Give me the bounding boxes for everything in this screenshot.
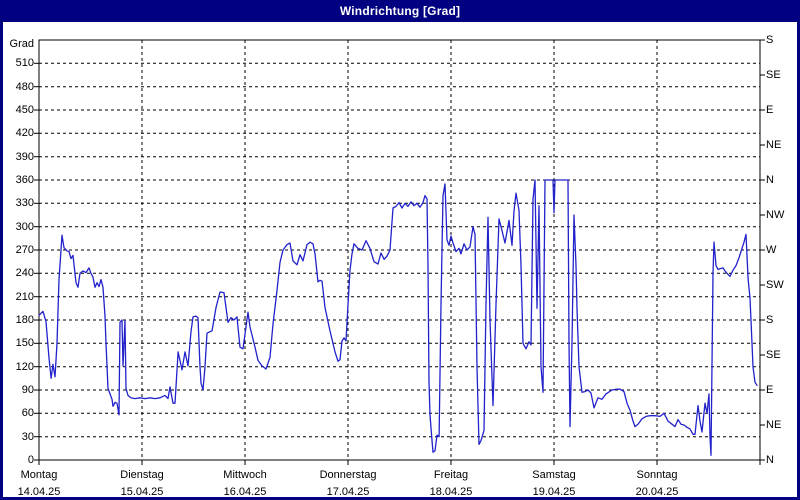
- wind-direction-line: [38, 179, 758, 456]
- window-titlebar: Windrichtung [Grad]: [0, 0, 800, 22]
- compass-tick-label: N: [766, 454, 774, 466]
- y-axis-tick-label: 150: [15, 337, 34, 350]
- compass-tick-label: NE: [766, 139, 782, 151]
- y-axis-tick-label: 90: [21, 384, 34, 396]
- day-date-label: 18.04.25: [429, 486, 473, 498]
- compass-tick-label: S: [766, 314, 774, 326]
- y-axis-tick-label: 360: [15, 174, 34, 186]
- y-axis-tick-label: 0: [27, 454, 34, 466]
- compass-tick-label: S: [766, 34, 774, 46]
- y-axis-tick-label: 240: [15, 267, 34, 280]
- day-name-label: Sonntag: [636, 469, 678, 481]
- day-date-label: 14.04.25: [17, 486, 61, 498]
- compass-tick-label: SW: [766, 279, 784, 291]
- day-name-label: Mittwoch: [223, 469, 267, 481]
- y-axis-unit-label: Grad: [9, 38, 34, 50]
- compass-tick-label: N: [766, 174, 774, 186]
- compass-tick-label: W: [766, 244, 777, 256]
- day-name-label: Montag: [20, 469, 58, 481]
- y-axis-tick-label: 270: [15, 244, 34, 256]
- y-axis-tick-label: 420: [15, 127, 34, 140]
- y-axis-tick-label: 450: [15, 104, 34, 116]
- day-name-label: Donnerstag: [319, 469, 377, 481]
- y-axis-tick-label: 60: [21, 407, 34, 420]
- day-date-label: 17.04.25: [326, 486, 370, 498]
- day-name-label: Dienstag: [120, 469, 164, 481]
- day-name-label: Freitag: [433, 469, 469, 481]
- day-date-label: 15.04.25: [120, 486, 164, 498]
- window-title: Windrichtung [Grad]: [339, 4, 461, 18]
- y-axis-tick-label: 330: [15, 197, 34, 210]
- y-axis-tick-label: 510: [15, 57, 34, 70]
- y-axis-tick-label: 300: [15, 220, 34, 233]
- y-axis-tick-label: 30: [21, 430, 34, 443]
- compass-tick-label: E: [766, 104, 774, 116]
- day-date-label: 20.04.25: [635, 486, 679, 498]
- y-axis-tick-label: 180: [15, 314, 34, 326]
- compass-tick-label: NW: [766, 209, 785, 221]
- compass-tick-label: NE: [766, 419, 782, 431]
- compass-tick-label: SE: [766, 349, 781, 361]
- y-axis-tick-label: 390: [15, 150, 34, 163]
- plot-border: [38, 39, 761, 461]
- y-axis-tick-label: 210: [15, 290, 34, 303]
- y-axis-tick-label: 120: [15, 360, 34, 373]
- day-date-label: 19.04.25: [532, 486, 576, 498]
- compass-tick-label: E: [766, 384, 774, 396]
- compass-tick-label: SE: [766, 69, 781, 81]
- y-axis-tick-label: 480: [15, 80, 34, 93]
- day-date-label: 16.04.25: [223, 486, 267, 498]
- day-name-label: Samstag: [532, 469, 576, 481]
